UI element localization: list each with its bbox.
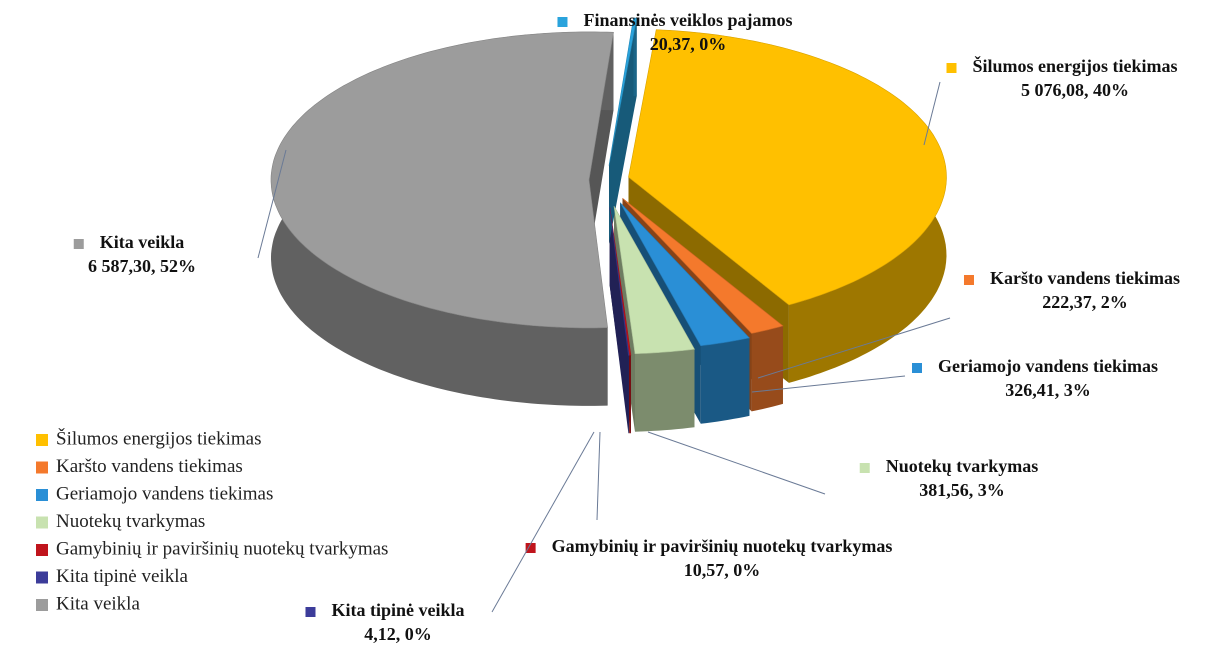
legend-swatch (36, 516, 48, 529)
value-label: 4,12 (364, 624, 396, 644)
leader-line (647, 431, 826, 495)
data-label-value: 10,57, 0% (684, 560, 761, 580)
data-label-value: 381,56, 3% (919, 480, 1005, 500)
legend-label: Kita veikla (56, 593, 140, 614)
data-label-name: Kita tipinė veikla (331, 600, 464, 620)
legend-swatch (36, 544, 48, 556)
leader-line (596, 431, 601, 521)
legend-swatch (36, 461, 48, 474)
data-label-value: 6 587,30, 52% (88, 256, 196, 276)
legend-label: Gamybinių ir paviršinių nuotekų tvarkyma… (56, 538, 388, 559)
slice-side (629, 355, 631, 434)
legend-label: Geriamojo vandens tiekimas (56, 483, 273, 504)
leader-line (757, 317, 951, 379)
slice (608, 17, 638, 166)
percent-label: 0% (699, 34, 726, 54)
value-label: 381,56 (919, 480, 969, 500)
percent-label: 40% (1093, 80, 1129, 100)
slice-side (628, 355, 629, 434)
data-label-value: 20,37, 0% (650, 34, 727, 54)
label-marker (963, 275, 974, 285)
legend-swatch (36, 434, 48, 446)
slice-side (751, 325, 783, 412)
percent-label: 0% (733, 560, 760, 580)
legend-label: Nuotekų tvarkymas (56, 511, 205, 532)
label-marker (859, 463, 870, 473)
percent-label: 2% (1101, 292, 1128, 312)
data-label-name: Kita veikla (100, 232, 185, 252)
label-marker (305, 607, 316, 617)
leader-line (923, 81, 941, 146)
leader-line (257, 149, 287, 259)
value-label: 5 076,08 (1021, 80, 1084, 100)
slice-side (609, 207, 629, 434)
label-marker (525, 543, 536, 553)
data-label-value: 326,41, 3% (1005, 380, 1091, 400)
data-label-name: Geriamojo vandens tiekimas (938, 356, 1158, 376)
value-label: 10,57 (684, 560, 725, 580)
percent-label: 3% (1064, 380, 1091, 400)
slice (270, 31, 614, 329)
data-label-name: Gamybinių ir paviršinių nuotekų tvarkyma… (552, 536, 893, 556)
legend-swatch (36, 489, 48, 501)
legend-label: Kita tipinė veikla (56, 566, 188, 587)
label-marker (946, 63, 957, 73)
slice-side (609, 18, 637, 244)
slice-side (635, 349, 695, 432)
label-marker (912, 363, 922, 373)
data-label-name: Nuotekų tvarkymas (886, 456, 1039, 476)
legend-swatch (36, 571, 48, 584)
slice (619, 202, 750, 347)
percent-label: 52% (160, 256, 196, 276)
label-marker (73, 239, 84, 249)
data-label-value: 4,12, 0% (364, 624, 432, 644)
slice-side (633, 18, 637, 97)
percent-label: 3% (978, 480, 1005, 500)
value-label: 20,37 (650, 34, 691, 54)
leader-line (751, 375, 906, 393)
value-label: 222,37 (1042, 292, 1092, 312)
slice (613, 205, 695, 355)
slice (622, 197, 784, 334)
data-label-value: 5 076,08, 40% (1021, 80, 1129, 100)
leader-line (491, 431, 595, 613)
slice (628, 29, 947, 306)
legend-swatch (36, 599, 48, 611)
value-label: 6 587,30 (88, 256, 151, 276)
legend-label: Šilumos energijos tiekimas (56, 427, 261, 449)
data-label-value: 222,37, 2% (1042, 292, 1128, 312)
slice-side (700, 337, 750, 424)
data-label-name: Finansinės veiklos pajamos (583, 10, 792, 30)
slice (609, 207, 630, 356)
legend-label: Karšto vandens tiekimas (56, 456, 243, 477)
label-marker (557, 17, 568, 27)
data-label-name: Karšto vandens tiekimas (990, 268, 1180, 288)
value-label: 326,41 (1005, 380, 1055, 400)
percent-label: 0% (405, 624, 432, 644)
data-label-name: Šilumos energijos tiekimas (973, 55, 1178, 76)
